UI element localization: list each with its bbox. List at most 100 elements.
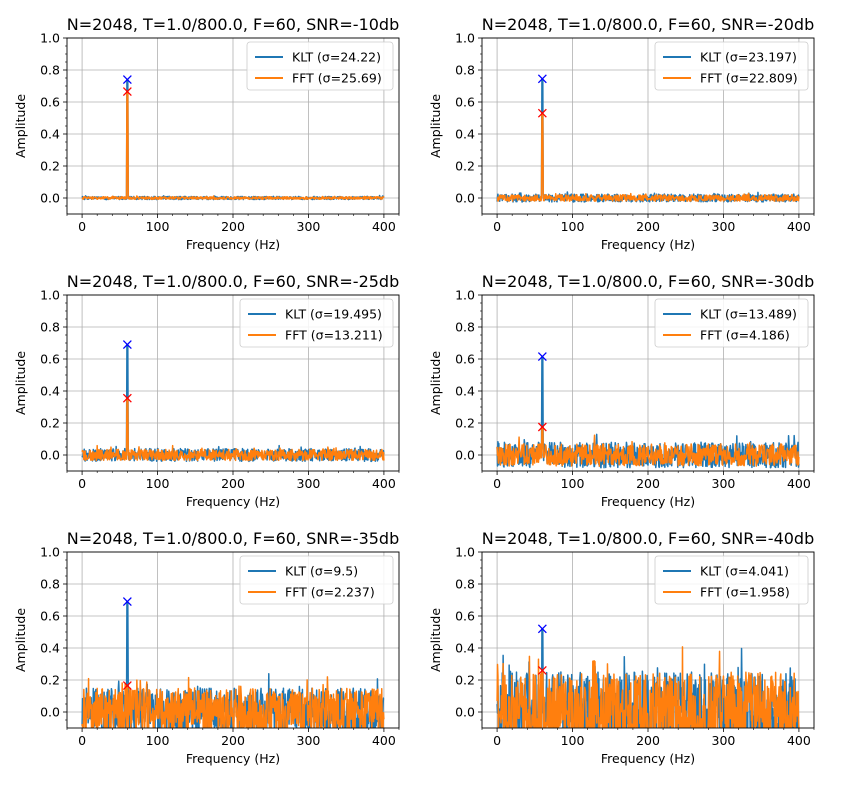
x-tick-label: 100 — [146, 476, 170, 491]
fft-peak-marker — [122, 681, 132, 691]
y-tick-label: 1.0 — [40, 31, 60, 46]
y-axis-label: Amplitude — [428, 351, 443, 415]
x-tick-label: 200 — [221, 733, 245, 748]
subplot-title: N=2048, T=1.0/800.0, F=60, SNR=-35db — [67, 529, 400, 548]
fft-legend-label: FFT (σ=4.186) — [700, 328, 790, 343]
x-axis-label: Frequency (Hz) — [186, 237, 280, 252]
x-axis-label: Frequency (Hz) — [601, 237, 695, 252]
legend: KLT (σ=19.495) FFT (σ=13.211) — [239, 298, 394, 348]
fft-legend-label: FFT (σ=2.237) — [285, 585, 375, 600]
x-tick-label: 0 — [493, 476, 501, 491]
subplot-title: N=2048, T=1.0/800.0, F=60, SNR=-10db — [67, 15, 400, 34]
x-tick-label: 400 — [372, 219, 396, 234]
x-tick-label: 200 — [636, 733, 660, 748]
y-tick-label: 0.2 — [40, 673, 60, 688]
x-tick-label: 100 — [561, 476, 585, 491]
y-tick-label: 1.0 — [455, 31, 475, 46]
y-tick-label: 0.4 — [455, 641, 475, 656]
y-tick-label: 0.2 — [455, 673, 475, 688]
y-tick-label: 0.6 — [40, 609, 60, 624]
y-tick-label: 1.0 — [455, 545, 475, 560]
axes-frame — [66, 551, 400, 729]
x-tick-label: 200 — [636, 219, 660, 234]
klt-peak-marker — [537, 74, 547, 84]
y-tick-label: 0.6 — [40, 352, 60, 367]
fft-legend-label: FFT (σ=13.211) — [285, 328, 383, 343]
y-axis-label: Amplitude — [428, 608, 443, 672]
subplot-title: N=2048, T=1.0/800.0, F=60, SNR=-25db — [67, 272, 400, 291]
plot-area — [81, 600, 385, 728]
legend-box — [654, 298, 809, 348]
x-tick-label: 200 — [221, 219, 245, 234]
x-tick-label: 0 — [493, 733, 501, 748]
x-tick-label: 0 — [78, 733, 86, 748]
y-tick-label: 0.4 — [40, 641, 60, 656]
x-tick-label: 300 — [712, 476, 736, 491]
y-axis-label: Amplitude — [428, 94, 443, 158]
y-tick-label: 1.0 — [40, 545, 60, 560]
legend-box — [246, 41, 394, 91]
klt-legend-label: KLT (σ=19.495) — [285, 307, 382, 322]
x-tick-label: 100 — [146, 733, 170, 748]
plot-area — [81, 78, 385, 201]
legend: KLT (σ=4.041) FFT (σ=1.958) — [654, 555, 809, 605]
klt-peak-marker — [122, 597, 132, 607]
x-axis-label: Frequency (Hz) — [186, 751, 280, 766]
y-tick-label: 0.4 — [455, 127, 475, 142]
fft-legend-label: FFT (σ=1.958) — [700, 585, 790, 600]
y-tick-label: 0.8 — [455, 320, 475, 335]
x-axis-label: Frequency (Hz) — [601, 751, 695, 766]
x-tick-label: 0 — [493, 219, 501, 234]
klt-peak-marker — [537, 624, 547, 634]
y-tick-label: 0.6 — [455, 609, 475, 624]
subplot-6: 0 100 200 300 400 0.0 0.2 0.4 0.6 0.8 1.0 N=2048, T… — [428, 529, 815, 766]
y-tick-label: 0.6 — [455, 95, 475, 110]
legend: KLT (σ=23.197) FFT (σ=22.809) — [654, 41, 809, 91]
fft-series-line — [496, 112, 800, 202]
x-axis-label: Frequency (Hz) — [601, 494, 695, 509]
klt-legend-label: KLT (σ=24.22) — [292, 50, 381, 65]
legend-box — [654, 41, 809, 91]
y-tick-label: 0.0 — [455, 705, 475, 720]
subplot-2: 0 100 200 300 400 0.0 0.2 0.4 0.6 0.8 1.0 N=2048, T… — [428, 15, 815, 252]
axes-frame — [481, 37, 815, 215]
y-tick-label: 0.8 — [455, 577, 475, 592]
y-tick-label: 0.0 — [455, 448, 475, 463]
y-tick-label: 0.8 — [455, 63, 475, 78]
y-axis-label: Amplitude — [13, 608, 28, 672]
y-tick-label: 0.8 — [40, 63, 60, 78]
plot-area — [496, 78, 800, 203]
axes-frame — [66, 37, 400, 215]
plot-area — [81, 343, 385, 463]
axes-frame — [66, 294, 400, 472]
klt-peak-marker — [537, 352, 547, 362]
klt-peak-marker — [122, 75, 132, 85]
klt-legend-label: KLT (σ=13.489) — [700, 307, 797, 322]
x-tick-label: 300 — [297, 733, 321, 748]
y-tick-label: 0.8 — [40, 320, 60, 335]
y-tick-label: 0.0 — [40, 705, 60, 720]
klt-legend-label: KLT (σ=4.041) — [700, 564, 789, 579]
subplot-5: 0 100 200 300 400 0.0 0.2 0.4 0.6 0.8 1.0 N=2048, T… — [13, 529, 400, 766]
legend-box — [239, 555, 394, 605]
subplot-3: 0 100 200 300 400 0.0 0.2 0.4 0.6 0.8 1.0 N=2048, T… — [13, 272, 400, 509]
y-tick-label: 0.8 — [40, 577, 60, 592]
x-tick-label: 400 — [372, 476, 396, 491]
legend: KLT (σ=24.22) FFT (σ=25.69) — [246, 41, 394, 91]
y-tick-label: 0.2 — [455, 159, 475, 174]
y-tick-label: 0.4 — [455, 384, 475, 399]
y-tick-label: 0.6 — [455, 352, 475, 367]
subplot-title: N=2048, T=1.0/800.0, F=60, SNR=-30db — [482, 272, 815, 291]
x-tick-label: 100 — [146, 219, 170, 234]
y-axis-label: Amplitude — [13, 94, 28, 158]
x-tick-label: 400 — [787, 219, 811, 234]
fft-series-line — [81, 90, 385, 201]
y-tick-label: 0.0 — [455, 191, 475, 206]
axes-frame — [481, 551, 815, 729]
fft-legend-label: FFT (σ=22.809) — [700, 71, 798, 86]
y-tick-label: 0.4 — [40, 127, 60, 142]
x-tick-label: 300 — [297, 476, 321, 491]
x-tick-label: 200 — [636, 476, 660, 491]
subplot-title: N=2048, T=1.0/800.0, F=60, SNR=-40db — [482, 529, 815, 548]
y-tick-label: 0.2 — [40, 416, 60, 431]
